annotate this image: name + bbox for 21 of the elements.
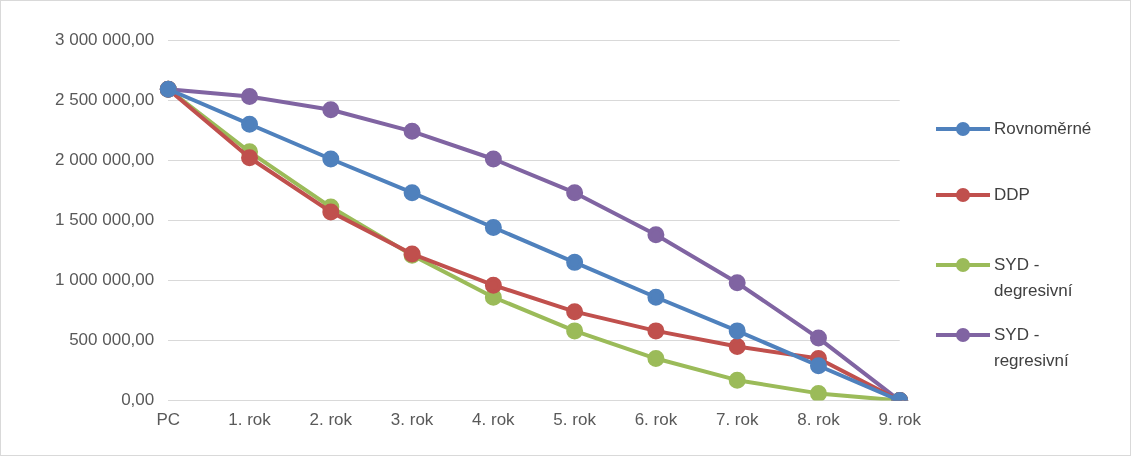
- x-tick-label: 4. rok: [472, 410, 516, 430]
- x-tick-label: 3. rok: [390, 410, 434, 430]
- x-tick-label: 1. rok: [228, 410, 272, 430]
- legend-label: SYD - degresivní: [994, 254, 1074, 302]
- x-tick-label: 6. rok: [634, 410, 678, 430]
- x-tick-label: PC: [156, 410, 181, 430]
- legend-label: Rovnoměrné: [994, 118, 1093, 140]
- y-tick-label: 2 000 000,00: [55, 149, 155, 169]
- y-tick-label: 3 000 000,00: [55, 29, 155, 49]
- legend-label: DDP: [994, 184, 1031, 206]
- legend-label: SYD - regresivní: [994, 324, 1070, 372]
- x-tick-label: 7. rok: [715, 410, 759, 430]
- x-tick-label: 2. rok: [309, 410, 353, 430]
- y-tick-label: 2 500 000,00: [55, 89, 155, 109]
- y-tick-label: 1 000 000,00: [55, 270, 155, 290]
- y-tick-label: 1 500 000,00: [55, 209, 155, 229]
- x-tick-label: 8. rok: [797, 410, 841, 430]
- x-tick-label: 5. rok: [553, 410, 597, 430]
- y-tick-label: 500 000,00: [69, 330, 155, 350]
- y-tick-label: 0,00: [121, 390, 155, 410]
- x-tick-label: 9. rok: [878, 410, 922, 430]
